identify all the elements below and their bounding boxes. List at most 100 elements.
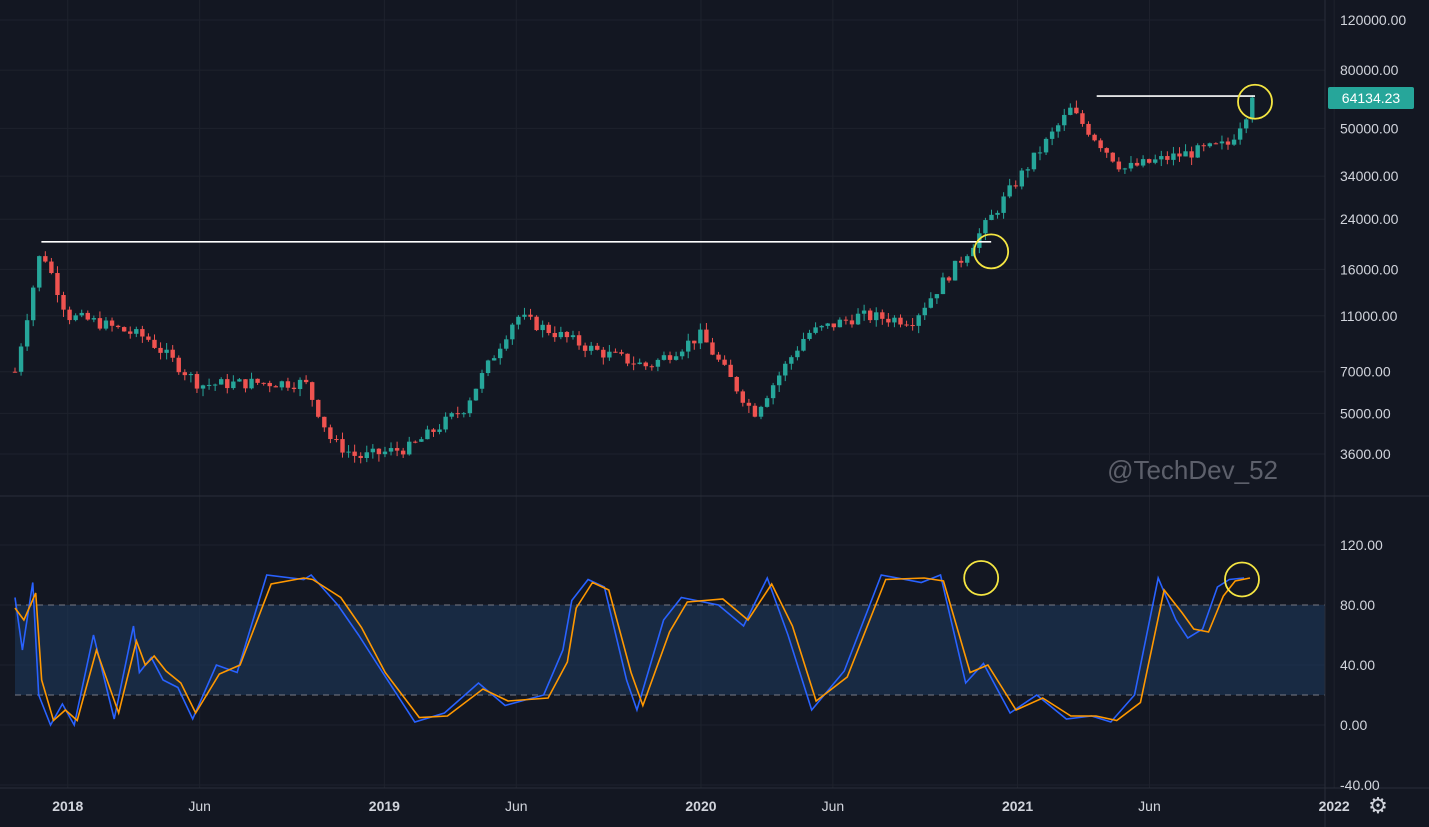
- stoch-annotation-circle: [1224, 561, 1260, 598]
- stoch-annotation-circle: [963, 560, 1000, 596]
- candle-body: [1165, 156, 1170, 160]
- price-tick-label: 50000.00: [1340, 120, 1399, 136]
- candle-body: [170, 349, 175, 358]
- candle-body: [1159, 156, 1164, 160]
- candle-body: [704, 329, 709, 343]
- candle-body: [558, 331, 564, 338]
- candle-body: [819, 325, 824, 328]
- candle-body: [855, 313, 861, 325]
- candle-body: [309, 382, 315, 400]
- candle-body: [801, 338, 806, 351]
- candle-body: [1250, 97, 1255, 120]
- candle-body: [1013, 185, 1018, 187]
- candle-body: [922, 307, 927, 316]
- time-tick-label: Jun: [1138, 798, 1161, 814]
- candle-body: [273, 386, 278, 388]
- candle-body: [940, 277, 946, 295]
- time-tick-label: Jun: [188, 798, 211, 814]
- candle-body: [1122, 168, 1128, 170]
- candle-body: [206, 384, 212, 386]
- candle-body: [758, 406, 764, 417]
- stoch-axis[interactable]: 120.00 80.00 40.00 0.00 -40.00: [1340, 537, 1383, 793]
- price-axis[interactable]: 120000.00 80000.00 50000.00 34000.00 24000.0…: [1340, 12, 1406, 462]
- candles: [12, 95, 1255, 464]
- candle-body: [1237, 128, 1243, 140]
- price-tick-label: 24000.00: [1340, 211, 1399, 227]
- candle-body: [498, 348, 503, 359]
- candle-body: [510, 324, 515, 340]
- candle-body: [546, 324, 551, 334]
- candle-body: [825, 323, 830, 326]
- candle-body: [291, 387, 297, 390]
- candle-body: [1086, 123, 1091, 135]
- candle-body: [1116, 161, 1122, 170]
- candle-body: [1043, 138, 1049, 153]
- candle-body: [437, 429, 442, 432]
- candle-body: [1244, 119, 1249, 129]
- candle-body: [504, 339, 509, 349]
- candle-body: [394, 448, 400, 451]
- price-tick-label: 80000.00: [1340, 62, 1399, 78]
- candle-body: [322, 416, 327, 428]
- candle-body: [770, 385, 776, 399]
- candle-body: [898, 317, 903, 325]
- time-tick-label: 2018: [52, 798, 83, 814]
- candle-body: [285, 381, 291, 388]
- candle-body: [1049, 131, 1055, 139]
- candle-body: [752, 405, 758, 417]
- candle-body: [316, 399, 321, 417]
- candle-body: [431, 429, 436, 432]
- candle-body: [413, 441, 418, 443]
- candle-body: [334, 439, 339, 441]
- candle-body: [1074, 107, 1079, 114]
- candle-body: [1195, 145, 1200, 158]
- candle-body: [722, 359, 727, 365]
- candle-body: [1134, 162, 1140, 166]
- candle-body: [176, 357, 181, 373]
- candle-body: [595, 345, 600, 350]
- candle-body: [789, 357, 794, 364]
- candle-body: [55, 273, 60, 296]
- time-axis[interactable]: 2018 Jun 2019 Jun 2020 Jun 2021 Jun 2022: [52, 798, 1350, 814]
- candle-body: [795, 350, 800, 358]
- candle-body: [91, 318, 97, 320]
- candle-body: [989, 214, 994, 221]
- stoch-tick-label: 120.00: [1340, 537, 1383, 553]
- candle-body: [679, 351, 685, 357]
- price-tick-label: 3600.00: [1340, 446, 1391, 462]
- gear-icon[interactable]: ⚙: [1368, 793, 1388, 818]
- price-tick-label: 5000.00: [1340, 405, 1391, 421]
- stoch-band-fill: [15, 605, 1325, 695]
- candle-body: [1213, 143, 1219, 145]
- candle-body: [831, 323, 836, 328]
- candle-body: [182, 372, 188, 376]
- candle-body: [910, 325, 915, 327]
- stoch-tick-label: 0.00: [1340, 717, 1367, 733]
- candle-body: [807, 332, 812, 339]
- candle-body: [1104, 148, 1109, 153]
- candle-body: [916, 315, 921, 326]
- candle-body: [382, 451, 388, 455]
- candle-body: [552, 333, 557, 338]
- candle-body: [540, 324, 545, 331]
- candle-body: [49, 261, 54, 274]
- candle-body: [952, 260, 958, 281]
- candle-body: [491, 358, 497, 361]
- candle-body: [1153, 159, 1158, 163]
- candle-body: [880, 312, 885, 319]
- candle-body: [1007, 185, 1012, 197]
- candle-body: [625, 353, 630, 364]
- candle-body: [455, 413, 460, 415]
- candle-body: [449, 413, 454, 417]
- candle-body: [958, 260, 964, 263]
- candle-body: [103, 320, 109, 329]
- candle-body: [340, 439, 345, 453]
- annotations: [41, 83, 1273, 598]
- candle-body: [43, 256, 48, 262]
- stoch-lines: [14, 573, 1251, 728]
- candle-body: [231, 381, 236, 389]
- candle-body: [886, 318, 891, 323]
- candle-body: [837, 319, 843, 328]
- candle-body: [479, 373, 485, 389]
